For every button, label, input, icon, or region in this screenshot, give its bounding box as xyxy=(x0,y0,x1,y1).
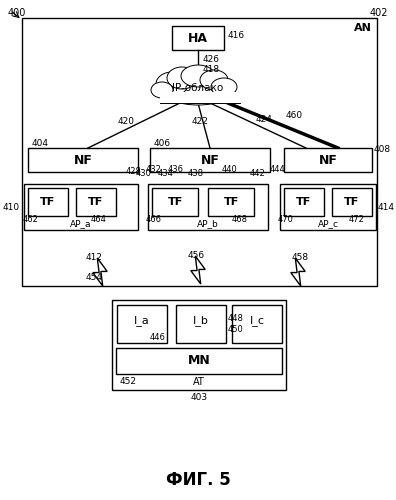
Text: IP-облако: IP-облако xyxy=(172,83,224,93)
Text: ФИГ. 5: ФИГ. 5 xyxy=(166,471,230,489)
Text: 436: 436 xyxy=(168,166,184,174)
Text: TF: TF xyxy=(88,197,104,207)
Bar xyxy=(116,348,282,374)
Ellipse shape xyxy=(211,78,237,96)
Text: 458: 458 xyxy=(291,254,308,262)
Text: 426: 426 xyxy=(203,56,220,64)
Text: TF: TF xyxy=(168,197,183,207)
Text: 442: 442 xyxy=(250,170,266,178)
Text: AP_a: AP_a xyxy=(70,220,92,228)
Bar xyxy=(150,148,270,172)
Ellipse shape xyxy=(156,72,188,96)
Bar xyxy=(176,305,226,343)
Text: AP_b: AP_b xyxy=(197,220,219,228)
Text: I_b: I_b xyxy=(193,314,209,326)
Text: 418: 418 xyxy=(203,66,220,74)
Polygon shape xyxy=(191,256,205,284)
Ellipse shape xyxy=(200,70,228,90)
Text: 462: 462 xyxy=(23,216,39,224)
Bar xyxy=(28,148,138,172)
Text: 456: 456 xyxy=(187,252,205,260)
Bar xyxy=(284,188,324,216)
Text: 406: 406 xyxy=(154,138,171,147)
Text: NF: NF xyxy=(318,154,337,166)
Text: 440: 440 xyxy=(222,166,238,174)
Bar xyxy=(24,184,138,230)
Bar xyxy=(148,184,268,230)
Polygon shape xyxy=(291,258,305,286)
Bar xyxy=(332,188,372,216)
Text: 452: 452 xyxy=(120,378,137,386)
Bar xyxy=(117,305,167,343)
Text: AN: AN xyxy=(354,23,372,33)
Text: 404: 404 xyxy=(32,138,49,147)
Text: MN: MN xyxy=(188,354,210,368)
Text: 472: 472 xyxy=(349,216,365,224)
Bar xyxy=(284,148,372,172)
Text: 432: 432 xyxy=(146,166,162,174)
Bar xyxy=(280,184,376,230)
Text: 414: 414 xyxy=(378,202,395,211)
Text: AP_c: AP_c xyxy=(318,220,339,228)
Text: TF: TF xyxy=(345,197,360,207)
Text: I_a: I_a xyxy=(134,314,150,326)
Text: 428: 428 xyxy=(126,166,142,175)
Text: AT: AT xyxy=(193,377,205,387)
Text: TF: TF xyxy=(223,197,239,207)
Text: 446: 446 xyxy=(149,332,165,342)
Text: 460: 460 xyxy=(286,112,303,120)
Text: 466: 466 xyxy=(146,216,162,224)
Bar xyxy=(208,188,254,216)
Bar xyxy=(112,300,286,390)
Text: 416: 416 xyxy=(228,32,245,40)
Text: NF: NF xyxy=(200,154,219,166)
Text: 424: 424 xyxy=(255,116,272,124)
Ellipse shape xyxy=(167,67,197,89)
Text: HA: HA xyxy=(188,32,208,44)
Text: TF: TF xyxy=(296,197,312,207)
Bar xyxy=(22,18,377,286)
Text: 408: 408 xyxy=(374,146,391,154)
Text: 430: 430 xyxy=(136,170,152,178)
Text: 422: 422 xyxy=(192,118,208,126)
Text: TF: TF xyxy=(40,197,55,207)
Ellipse shape xyxy=(151,82,173,98)
Text: 420: 420 xyxy=(118,118,135,126)
Text: 403: 403 xyxy=(190,392,208,402)
Text: 402: 402 xyxy=(369,8,388,18)
Polygon shape xyxy=(93,258,107,286)
Text: 454: 454 xyxy=(86,274,103,282)
Text: 448: 448 xyxy=(228,314,244,323)
Bar xyxy=(160,92,240,104)
Ellipse shape xyxy=(181,65,215,87)
Text: 400: 400 xyxy=(8,8,27,18)
Text: 450: 450 xyxy=(228,325,244,334)
Text: 438: 438 xyxy=(188,170,204,178)
Text: I_c: I_c xyxy=(249,314,265,326)
Bar xyxy=(28,188,68,216)
Text: 410: 410 xyxy=(3,202,20,211)
Text: 434: 434 xyxy=(158,170,174,178)
Text: 412: 412 xyxy=(86,254,103,262)
Bar xyxy=(76,188,116,216)
Text: NF: NF xyxy=(74,154,92,166)
Text: 464: 464 xyxy=(91,216,107,224)
Bar xyxy=(232,305,282,343)
Text: 470: 470 xyxy=(278,216,294,224)
Ellipse shape xyxy=(162,75,234,105)
Text: 468: 468 xyxy=(232,216,248,224)
Bar xyxy=(152,188,198,216)
Text: 444: 444 xyxy=(270,166,286,174)
Bar xyxy=(172,26,224,50)
